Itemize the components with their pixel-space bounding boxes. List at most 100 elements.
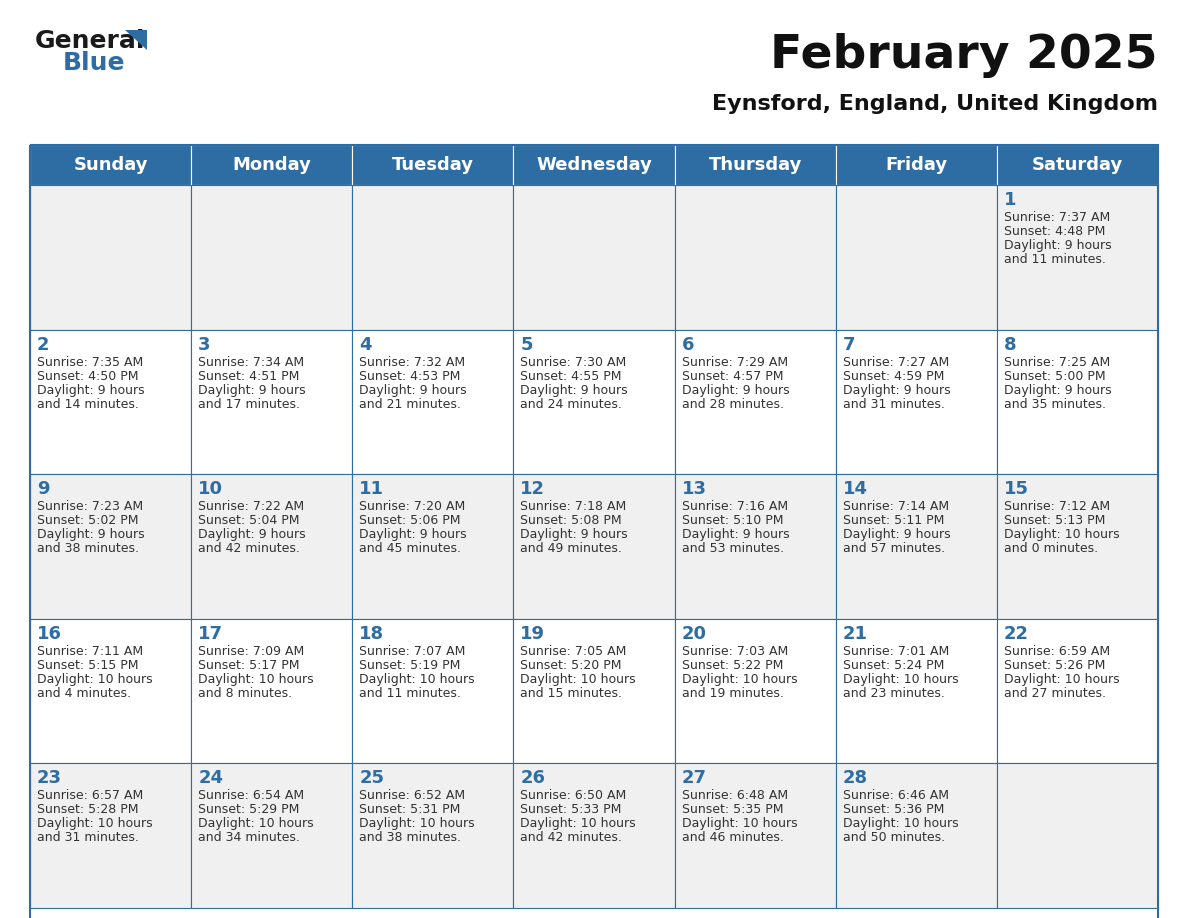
Text: Daylight: 9 hours: Daylight: 9 hours bbox=[198, 384, 305, 397]
Text: and 49 minutes.: and 49 minutes. bbox=[520, 543, 623, 555]
Bar bbox=[835, 764, 997, 908]
Text: Daylight: 9 hours: Daylight: 9 hours bbox=[198, 528, 305, 542]
Text: and 38 minutes.: and 38 minutes. bbox=[37, 543, 139, 555]
Text: Daylight: 10 hours: Daylight: 10 hours bbox=[359, 817, 475, 831]
Text: Sunset: 4:57 PM: Sunset: 4:57 PM bbox=[682, 370, 783, 383]
Text: Sunrise: 7:07 AM: Sunrise: 7:07 AM bbox=[359, 644, 466, 658]
Bar bbox=[997, 330, 1158, 475]
Text: Sunrise: 7:18 AM: Sunrise: 7:18 AM bbox=[520, 500, 627, 513]
Text: and 14 minutes.: and 14 minutes. bbox=[37, 397, 139, 410]
Text: Sunset: 5:19 PM: Sunset: 5:19 PM bbox=[359, 659, 461, 672]
Text: and 0 minutes.: and 0 minutes. bbox=[1004, 543, 1098, 555]
Text: Sunrise: 7:27 AM: Sunrise: 7:27 AM bbox=[842, 355, 949, 369]
Text: Sunrise: 6:46 AM: Sunrise: 6:46 AM bbox=[842, 789, 949, 802]
Text: and 19 minutes.: and 19 minutes. bbox=[682, 687, 783, 700]
Bar bbox=[30, 185, 191, 330]
Bar bbox=[513, 145, 675, 185]
Text: Sunset: 5:10 PM: Sunset: 5:10 PM bbox=[682, 514, 783, 527]
Text: Daylight: 9 hours: Daylight: 9 hours bbox=[1004, 239, 1112, 252]
Bar bbox=[30, 764, 191, 908]
Bar bbox=[191, 330, 353, 475]
Bar bbox=[835, 475, 997, 619]
Text: Sunset: 5:33 PM: Sunset: 5:33 PM bbox=[520, 803, 621, 816]
Text: Daylight: 10 hours: Daylight: 10 hours bbox=[198, 817, 314, 831]
Text: Sunrise: 7:11 AM: Sunrise: 7:11 AM bbox=[37, 644, 143, 658]
Text: Sunset: 5:08 PM: Sunset: 5:08 PM bbox=[520, 514, 623, 527]
Text: and 45 minutes.: and 45 minutes. bbox=[359, 543, 461, 555]
Text: and 42 minutes.: and 42 minutes. bbox=[198, 543, 301, 555]
Bar bbox=[30, 619, 191, 764]
Text: February 2025: February 2025 bbox=[771, 33, 1158, 78]
Text: Sunrise: 7:09 AM: Sunrise: 7:09 AM bbox=[198, 644, 304, 658]
Text: 22: 22 bbox=[1004, 625, 1029, 643]
Text: and 31 minutes.: and 31 minutes. bbox=[37, 832, 139, 845]
Text: Daylight: 9 hours: Daylight: 9 hours bbox=[520, 528, 628, 542]
Text: Sunrise: 7:37 AM: Sunrise: 7:37 AM bbox=[1004, 211, 1110, 224]
Text: and 42 minutes.: and 42 minutes. bbox=[520, 832, 623, 845]
Text: Eynsford, England, United Kingdom: Eynsford, England, United Kingdom bbox=[712, 94, 1158, 114]
Text: General: General bbox=[34, 29, 145, 53]
Text: Sunrise: 6:59 AM: Sunrise: 6:59 AM bbox=[1004, 644, 1110, 658]
Bar bbox=[675, 619, 835, 764]
Text: Daylight: 10 hours: Daylight: 10 hours bbox=[359, 673, 475, 686]
Text: Sunset: 5:35 PM: Sunset: 5:35 PM bbox=[682, 803, 783, 816]
Text: Daylight: 9 hours: Daylight: 9 hours bbox=[359, 384, 467, 397]
Text: Sunset: 4:55 PM: Sunset: 4:55 PM bbox=[520, 370, 623, 383]
Bar bbox=[30, 330, 191, 475]
Text: Daylight: 9 hours: Daylight: 9 hours bbox=[682, 528, 789, 542]
Text: and 4 minutes.: and 4 minutes. bbox=[37, 687, 131, 700]
Bar bbox=[675, 185, 835, 330]
Text: Sunrise: 7:25 AM: Sunrise: 7:25 AM bbox=[1004, 355, 1110, 369]
Text: Daylight: 10 hours: Daylight: 10 hours bbox=[1004, 673, 1119, 686]
Text: 7: 7 bbox=[842, 336, 855, 353]
Text: and 28 minutes.: and 28 minutes. bbox=[682, 397, 784, 410]
Text: Sunset: 5:31 PM: Sunset: 5:31 PM bbox=[359, 803, 461, 816]
Text: Sunset: 4:50 PM: Sunset: 4:50 PM bbox=[37, 370, 139, 383]
Text: Thursday: Thursday bbox=[708, 156, 802, 174]
Text: Sunset: 4:51 PM: Sunset: 4:51 PM bbox=[198, 370, 299, 383]
Text: Tuesday: Tuesday bbox=[392, 156, 474, 174]
Text: Sunset: 5:02 PM: Sunset: 5:02 PM bbox=[37, 514, 139, 527]
Text: 2: 2 bbox=[37, 336, 50, 353]
Text: 3: 3 bbox=[198, 336, 210, 353]
Text: Sunset: 5:20 PM: Sunset: 5:20 PM bbox=[520, 659, 623, 672]
Text: Sunset: 5:13 PM: Sunset: 5:13 PM bbox=[1004, 514, 1105, 527]
Text: 20: 20 bbox=[682, 625, 707, 643]
Text: and 11 minutes.: and 11 minutes. bbox=[1004, 253, 1106, 266]
Text: Daylight: 9 hours: Daylight: 9 hours bbox=[842, 528, 950, 542]
Bar bbox=[835, 619, 997, 764]
Text: 26: 26 bbox=[520, 769, 545, 788]
Bar bbox=[675, 764, 835, 908]
Text: Daylight: 9 hours: Daylight: 9 hours bbox=[37, 528, 145, 542]
Text: Sunset: 5:29 PM: Sunset: 5:29 PM bbox=[198, 803, 299, 816]
Text: 15: 15 bbox=[1004, 480, 1029, 498]
Bar bbox=[513, 475, 675, 619]
Text: Sunrise: 7:34 AM: Sunrise: 7:34 AM bbox=[198, 355, 304, 369]
Text: Daylight: 9 hours: Daylight: 9 hours bbox=[842, 384, 950, 397]
Text: Daylight: 9 hours: Daylight: 9 hours bbox=[37, 384, 145, 397]
Text: and 17 minutes.: and 17 minutes. bbox=[198, 397, 301, 410]
Text: Sunrise: 6:50 AM: Sunrise: 6:50 AM bbox=[520, 789, 627, 802]
Text: 14: 14 bbox=[842, 480, 867, 498]
Text: Daylight: 10 hours: Daylight: 10 hours bbox=[37, 673, 152, 686]
Bar bbox=[353, 764, 513, 908]
Text: Saturday: Saturday bbox=[1032, 156, 1123, 174]
Text: Daylight: 9 hours: Daylight: 9 hours bbox=[520, 384, 628, 397]
Text: Sunset: 5:36 PM: Sunset: 5:36 PM bbox=[842, 803, 944, 816]
Text: Wednesday: Wednesday bbox=[536, 156, 652, 174]
Text: Sunrise: 7:03 AM: Sunrise: 7:03 AM bbox=[682, 644, 788, 658]
Bar bbox=[675, 145, 835, 185]
Text: 17: 17 bbox=[198, 625, 223, 643]
Text: and 57 minutes.: and 57 minutes. bbox=[842, 543, 944, 555]
Bar bbox=[191, 764, 353, 908]
Text: Daylight: 10 hours: Daylight: 10 hours bbox=[198, 673, 314, 686]
Bar bbox=[997, 764, 1158, 908]
Text: Sunrise: 7:14 AM: Sunrise: 7:14 AM bbox=[842, 500, 949, 513]
Text: Sunrise: 7:01 AM: Sunrise: 7:01 AM bbox=[842, 644, 949, 658]
Text: 4: 4 bbox=[359, 336, 372, 353]
Text: 13: 13 bbox=[682, 480, 707, 498]
Text: Sunrise: 7:32 AM: Sunrise: 7:32 AM bbox=[359, 355, 466, 369]
Text: 8: 8 bbox=[1004, 336, 1017, 353]
Text: 1: 1 bbox=[1004, 191, 1017, 209]
Text: Sunset: 5:04 PM: Sunset: 5:04 PM bbox=[198, 514, 299, 527]
